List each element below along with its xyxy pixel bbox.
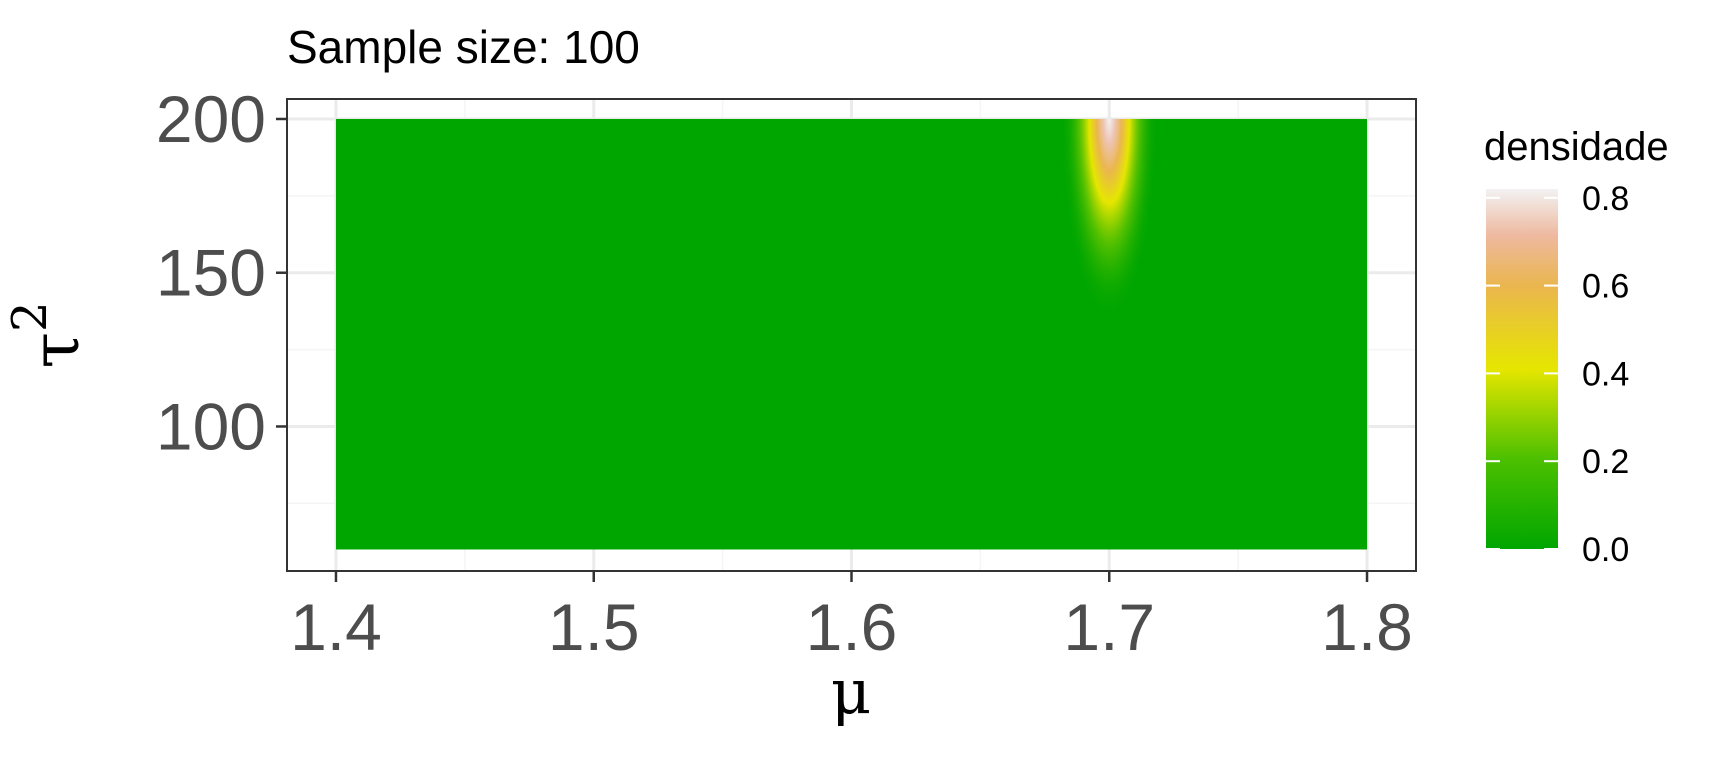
x-tick-label: 1.5 bbox=[548, 590, 640, 664]
legend-title: densidade bbox=[1484, 125, 1669, 169]
y-axis: 100 150 200 bbox=[156, 82, 287, 463]
y-tick-label: 150 bbox=[156, 236, 266, 310]
legend-label: 0.0 bbox=[1582, 531, 1629, 569]
svg-text:τ2: τ2 bbox=[2, 301, 94, 368]
heatmap-base bbox=[335, 118, 1368, 550]
y-axis-title: τ2 bbox=[2, 301, 94, 368]
legend-colorbar bbox=[1486, 189, 1558, 549]
x-tick-label: 1.6 bbox=[806, 590, 898, 664]
legend-label: 0.2 bbox=[1582, 443, 1629, 481]
legend: densidade 0.0 0.2 0.4 0.6 0.8 bbox=[1484, 125, 1669, 569]
heatmap-tiles bbox=[335, 118, 1368, 550]
x-tick-label: 1.8 bbox=[1321, 590, 1413, 664]
x-axis-title: μ bbox=[831, 655, 871, 728]
legend-label: 0.6 bbox=[1582, 268, 1629, 306]
y-tick-label: 100 bbox=[156, 389, 266, 463]
y-axis-title-superscript: 2 bbox=[2, 301, 58, 332]
legend-label: 0.8 bbox=[1582, 180, 1629, 218]
density-peak bbox=[1061, 118, 1158, 319]
chart-title: Sample size: 100 bbox=[287, 21, 640, 73]
legend-label: 0.4 bbox=[1582, 355, 1629, 393]
y-axis-title-main: τ bbox=[17, 332, 94, 369]
x-tick-label: 1.7 bbox=[1063, 590, 1155, 664]
x-tick-label: 1.4 bbox=[290, 590, 382, 664]
x-axis: 1.4 1.5 1.6 1.7 1.8 bbox=[290, 571, 1413, 664]
legend-ticks: 0.0 0.2 0.4 0.6 0.8 bbox=[1486, 180, 1629, 569]
y-tick-label: 200 bbox=[156, 82, 266, 156]
